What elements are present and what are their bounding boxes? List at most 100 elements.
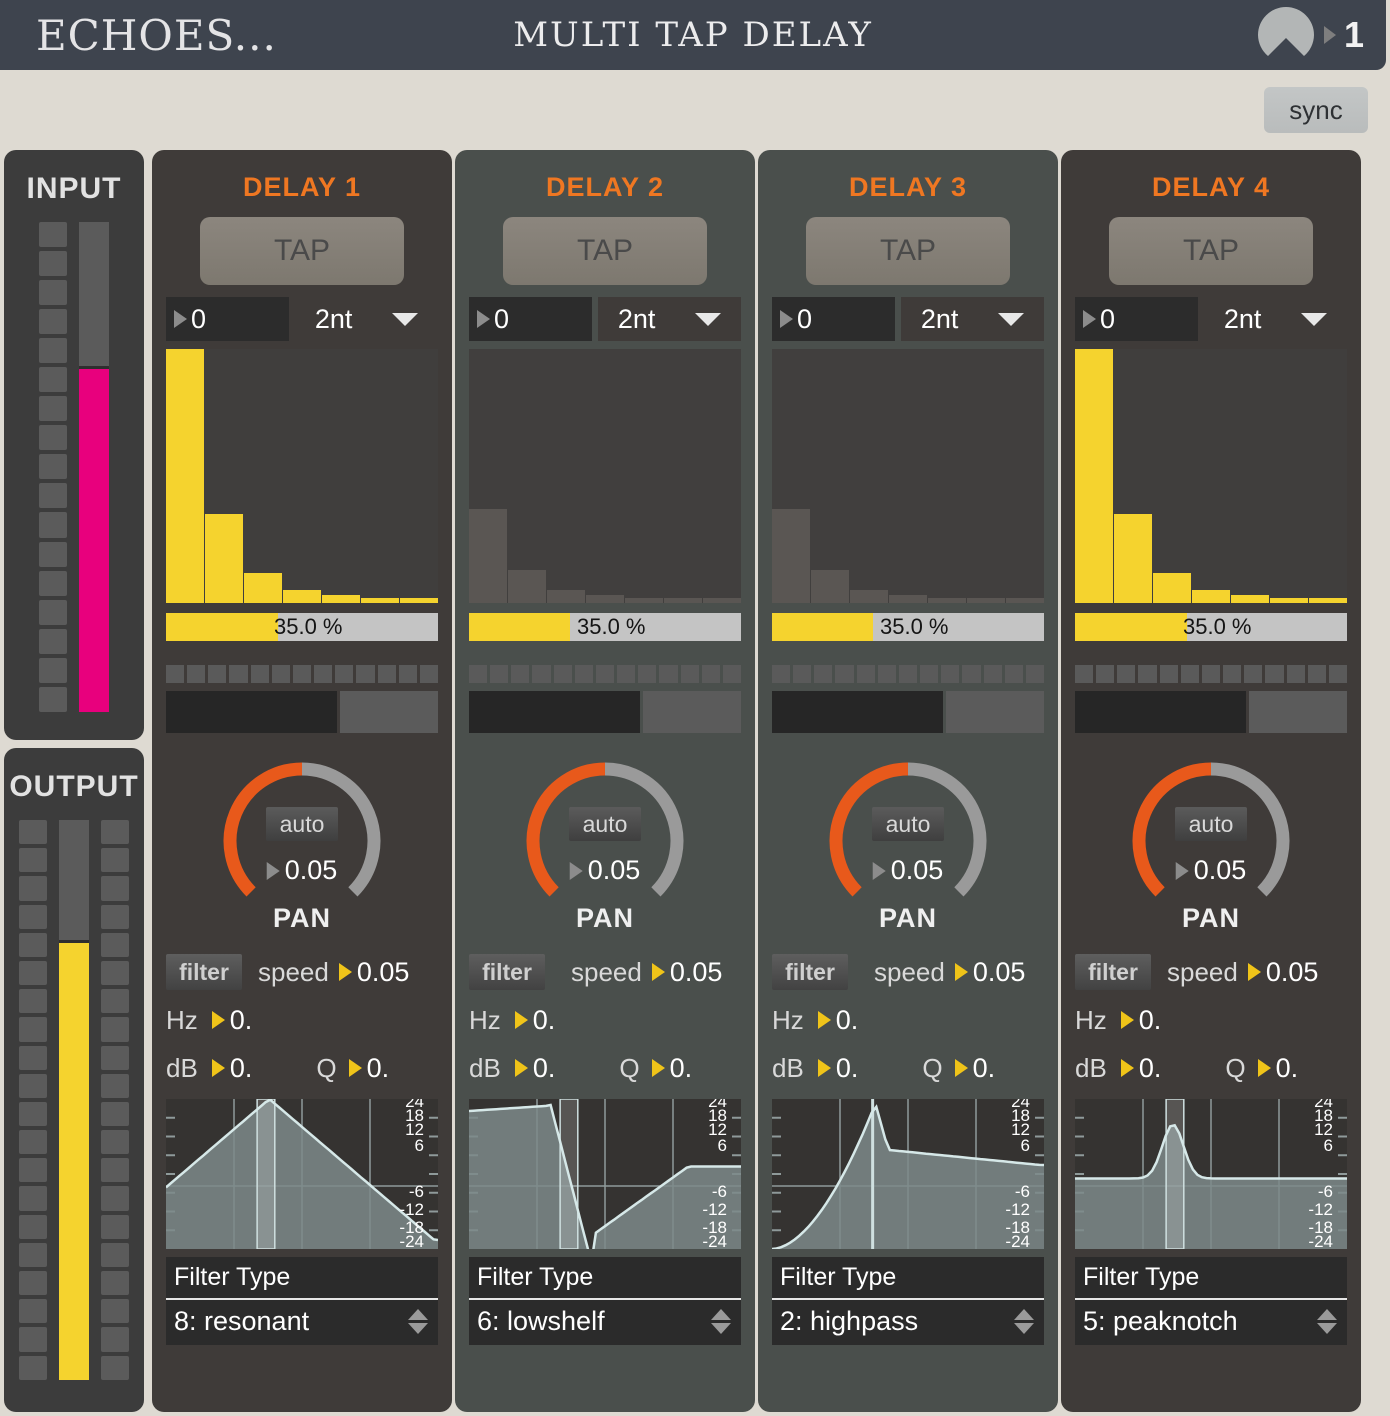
hz-field[interactable]: 0.: [817, 1005, 858, 1036]
pan-knob[interactable]: auto 0.05 PAN: [772, 755, 1044, 945]
stepper-down-icon[interactable]: [1317, 1323, 1337, 1334]
tap-segment[interactable]: [1075, 665, 1094, 683]
tap-segment[interactable]: [1286, 665, 1305, 683]
drag-triangle-icon[interactable]: [338, 963, 352, 981]
tap-segment[interactable]: [722, 665, 742, 683]
tap-segment[interactable]: [356, 665, 375, 683]
pan-value-field[interactable]: 0.05: [569, 855, 640, 886]
speed-field[interactable]: 0.05: [651, 957, 722, 988]
filter-type-selector[interactable]: Filter Type 5: peaknotch: [1075, 1257, 1347, 1345]
tap-segment[interactable]: [166, 665, 185, 683]
filter-response-graph[interactable]: 24 18 12 6 -6 -12 -18 -24: [166, 1099, 438, 1249]
stepper-up-icon[interactable]: [408, 1309, 428, 1320]
pan-knob[interactable]: auto 0.05 PAN: [1075, 755, 1347, 945]
tap-segment[interactable]: [1265, 665, 1284, 683]
stepper-icon[interactable]: [711, 1309, 731, 1334]
tap-segment[interactable]: [856, 665, 875, 683]
tap-segment[interactable]: [983, 665, 1002, 683]
delay-time-input[interactable]: 0: [1075, 297, 1198, 341]
feedback-slider[interactable]: 35.0 %: [772, 613, 1044, 641]
play-triangle-icon[interactable]: [1322, 24, 1338, 46]
tap-segment[interactable]: [941, 665, 960, 683]
tap-segment[interactable]: [595, 665, 615, 683]
delay-time-input[interactable]: 0: [166, 297, 289, 341]
drag-triangle-icon[interactable]: [954, 1059, 968, 1077]
tap-segment[interactable]: [208, 665, 227, 683]
hz-field[interactable]: 0.: [514, 1005, 555, 1036]
chevron-down-icon[interactable]: [1301, 312, 1328, 326]
tap-segment[interactable]: [793, 665, 812, 683]
tap-button[interactable]: TAP: [1109, 217, 1313, 285]
tap-segment-row[interactable]: [1075, 665, 1348, 683]
speed-field[interactable]: 0.05: [1247, 957, 1318, 988]
tap-segment[interactable]: [250, 665, 269, 683]
tap-segment[interactable]: [1201, 665, 1221, 683]
tap-segment[interactable]: [314, 665, 333, 683]
drag-triangle-icon[interactable]: [954, 963, 968, 981]
tap-button[interactable]: TAP: [503, 217, 707, 285]
filter-type-selector[interactable]: Filter Type 8: resonant: [166, 1257, 438, 1345]
stepper-up-icon[interactable]: [1014, 1309, 1034, 1320]
sync-button[interactable]: sync: [1264, 87, 1368, 133]
drag-triangle-icon[interactable]: [1120, 1011, 1134, 1029]
drag-triangle-icon[interactable]: [211, 1059, 225, 1077]
tap-segment[interactable]: [398, 665, 417, 683]
filter-type-selector[interactable]: Filter Type 2: highpass: [772, 1257, 1044, 1345]
tap-segment[interactable]: [1159, 665, 1178, 683]
drag-triangle-icon[interactable]: [651, 1059, 665, 1077]
drag-triangle-icon[interactable]: [651, 963, 665, 981]
tap-segment[interactable]: [511, 665, 530, 683]
chevron-down-icon[interactable]: [695, 312, 722, 326]
stepper-down-icon[interactable]: [1014, 1323, 1034, 1334]
filter-response-graph[interactable]: 24 18 12 6 -6 -12 -18 -24: [1075, 1099, 1347, 1249]
tap-segment[interactable]: [532, 665, 551, 683]
tap-segment[interactable]: [271, 665, 290, 683]
tap-segment[interactable]: [469, 665, 488, 683]
tap-segment[interactable]: [920, 665, 939, 683]
note-division-dropdown[interactable]: 2nt: [1204, 297, 1347, 341]
q-field[interactable]: 0.: [651, 1053, 692, 1084]
filter-toggle-button[interactable]: filter: [166, 954, 242, 990]
tap-button[interactable]: TAP: [806, 217, 1010, 285]
pan-value-field[interactable]: 0.05: [266, 855, 337, 886]
speed-field[interactable]: 0.05: [338, 957, 409, 988]
tap-segment-row[interactable]: [166, 665, 439, 683]
filter-type-dropdown[interactable]: 2: highpass: [772, 1300, 1044, 1339]
db-field[interactable]: 0.: [514, 1053, 555, 1084]
q-field[interactable]: 0.: [348, 1053, 389, 1084]
level-split-right[interactable]: [1249, 691, 1347, 733]
feedback-slider[interactable]: 35.0 %: [166, 613, 438, 641]
drag-triangle-icon[interactable]: [1120, 1059, 1134, 1077]
filter-type-selector[interactable]: Filter Type 6: lowshelf: [469, 1257, 741, 1345]
drag-triangle-icon[interactable]: [174, 310, 187, 328]
level-split-left[interactable]: [469, 691, 641, 733]
drag-triangle-icon[interactable]: [872, 861, 886, 880]
tap-segment[interactable]: [877, 665, 896, 683]
level-split-bar[interactable]: [166, 691, 438, 733]
tap-segment[interactable]: [490, 665, 509, 683]
stepper-icon[interactable]: [1317, 1309, 1337, 1334]
tap-segment[interactable]: [701, 665, 720, 683]
drag-triangle-icon[interactable]: [1247, 963, 1261, 981]
drag-triangle-icon[interactable]: [817, 1011, 831, 1029]
tap-segment[interactable]: [772, 665, 791, 683]
drag-triangle-icon[interactable]: [817, 1059, 831, 1077]
stepper-down-icon[interactable]: [408, 1323, 428, 1334]
tap-segment[interactable]: [1307, 665, 1326, 683]
drag-triangle-icon[interactable]: [514, 1011, 528, 1029]
level-split-right[interactable]: [946, 691, 1044, 733]
tap-segment[interactable]: [377, 665, 396, 683]
pan-auto-button[interactable]: auto: [872, 807, 944, 841]
pan-value-field[interactable]: 0.05: [1175, 855, 1246, 886]
tap-segment[interactable]: [1004, 665, 1023, 683]
filter-toggle-button[interactable]: filter: [772, 954, 848, 990]
tap-segment[interactable]: [1244, 665, 1263, 683]
tap-segment[interactable]: [898, 665, 918, 683]
note-division-dropdown[interactable]: 2nt: [295, 297, 438, 341]
pan-knob[interactable]: auto 0.05 PAN: [469, 755, 741, 945]
tap-segment-row[interactable]: [772, 665, 1045, 683]
stepper-icon[interactable]: [408, 1309, 428, 1334]
drag-triangle-icon[interactable]: [514, 1059, 528, 1077]
tap-segment[interactable]: [680, 665, 699, 683]
pan-value-field[interactable]: 0.05: [872, 855, 943, 886]
